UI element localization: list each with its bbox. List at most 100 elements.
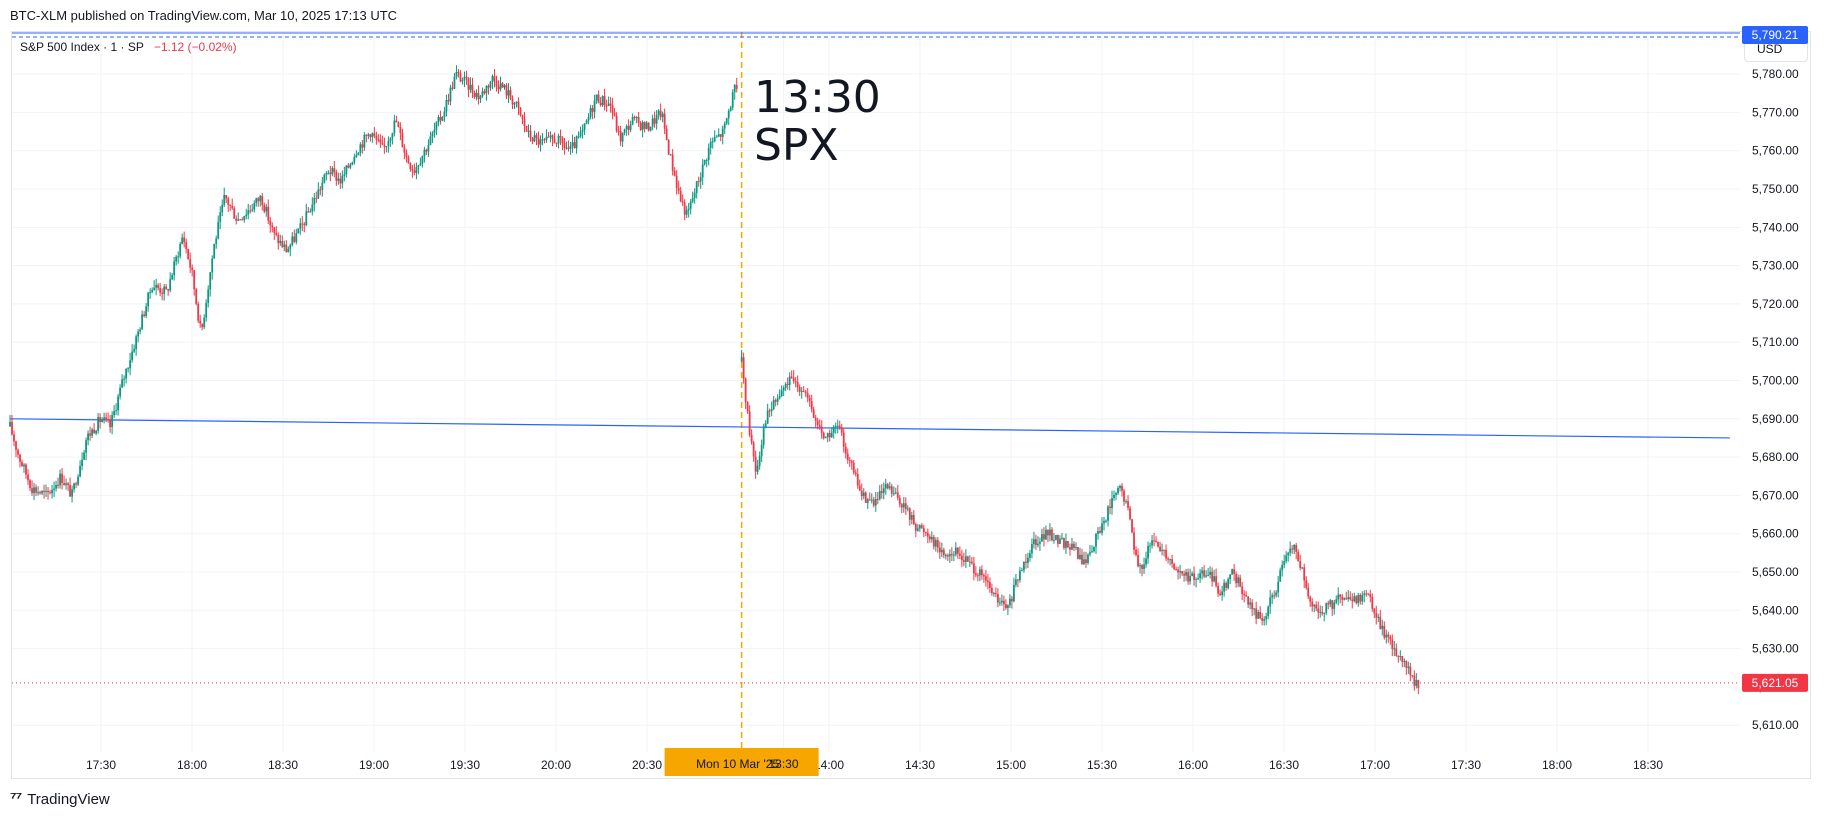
- candle-body: [163, 286, 166, 294]
- candle-body: [435, 122, 438, 130]
- x-tick-label: 19:00: [359, 758, 389, 772]
- candle-body: [964, 556, 967, 562]
- candle-body: [619, 131, 622, 142]
- candle-body: [603, 96, 606, 106]
- candle-body: [1135, 549, 1137, 555]
- candle-body: [289, 244, 292, 249]
- candle-body: [1379, 616, 1382, 629]
- candle-body: [1221, 591, 1224, 596]
- candle-body: [659, 110, 662, 118]
- candle-body: [55, 484, 57, 489]
- candle-body: [1409, 666, 1412, 676]
- candle-body: [495, 80, 498, 87]
- candle-body: [932, 537, 935, 547]
- candle-body: [321, 182, 324, 190]
- candle-body: [271, 225, 274, 228]
- candle-body: [830, 432, 833, 438]
- candle-body: [379, 139, 382, 143]
- candle-body: [1077, 547, 1079, 559]
- candle-body: [1375, 613, 1378, 618]
- candle-body: [233, 208, 236, 219]
- candle-body: [864, 492, 867, 503]
- candle-body: [1391, 639, 1394, 649]
- candle-body: [1223, 582, 1226, 592]
- candle-body: [992, 592, 995, 594]
- candle-body: [471, 84, 474, 93]
- y-tick-label: 5,680.00: [1752, 450, 1799, 464]
- candle-body: [1009, 598, 1011, 606]
- candle-body: [1211, 571, 1214, 582]
- candle-body: [255, 198, 258, 204]
- candle-body: [1069, 547, 1071, 550]
- candle-body: [179, 243, 182, 257]
- candle-body: [661, 113, 664, 118]
- candle-body: [1331, 600, 1334, 609]
- candle-body: [1057, 534, 1059, 544]
- candle-body: [880, 491, 883, 493]
- candle-body: [689, 201, 692, 209]
- candle-body: [361, 144, 364, 148]
- candle-body: [924, 532, 927, 534]
- candle-body: [421, 155, 424, 164]
- candle-body: [105, 417, 107, 420]
- symbol-legend[interactable]: S&P 500 Index · 1 · SP −1.12 (−0.02%): [20, 40, 237, 54]
- symbol-label[interactable]: S&P 500 Index · 1 · SP: [20, 40, 144, 54]
- candle-body: [453, 76, 456, 89]
- candle-body: [715, 136, 718, 138]
- candle-body: [1065, 541, 1067, 548]
- candle-body: [499, 83, 502, 90]
- candle-body: [437, 116, 440, 123]
- candle-body: [547, 136, 550, 138]
- candle-body: [1105, 520, 1107, 522]
- chart-frame: [11, 31, 1811, 779]
- candle-body: [523, 118, 526, 127]
- candle-body: [1055, 534, 1057, 540]
- candle-body: [1033, 539, 1035, 545]
- candle-body: [541, 139, 544, 141]
- tradingview-footer[interactable]: ⁷⁷ TradingView: [10, 790, 110, 808]
- candle-body: [557, 135, 560, 144]
- candle-body: [203, 317, 206, 328]
- candle-body: [990, 587, 993, 594]
- candle-body: [872, 499, 875, 506]
- date-marker-time: 13:30: [768, 757, 798, 771]
- candle-body: [317, 189, 320, 199]
- candle-body: [1309, 596, 1312, 602]
- candle-body: [1063, 537, 1065, 548]
- candle-body: [942, 549, 945, 556]
- candle-body: [331, 168, 334, 175]
- candle-body: [824, 437, 827, 439]
- candle-body: [952, 554, 955, 556]
- y-tick-label: 5,670.00: [1752, 488, 1799, 502]
- candle-body: [844, 446, 847, 454]
- candle-body: [265, 206, 268, 212]
- candle-body: [463, 76, 466, 81]
- candle-body: [1035, 539, 1037, 546]
- candle-body: [1081, 554, 1083, 565]
- candle-body: [261, 195, 264, 206]
- candle-body: [299, 223, 302, 229]
- candle-body: [862, 492, 865, 497]
- candle-body: [95, 430, 97, 434]
- price-label: 5,790.21: [1752, 28, 1799, 42]
- candle-body: [1051, 529, 1053, 541]
- candle-body: [828, 433, 831, 438]
- candle-body: [115, 410, 118, 412]
- candle-body: [1315, 604, 1318, 609]
- candle-body: [812, 409, 815, 418]
- candle-body: [1381, 625, 1384, 629]
- candle-body: [699, 177, 702, 182]
- candle-body: [369, 134, 372, 138]
- candle-body: [792, 377, 795, 382]
- candle-body: [121, 379, 124, 388]
- candle-body: [397, 122, 400, 127]
- candle-body: [772, 400, 775, 410]
- candle-body: [167, 289, 170, 291]
- candle-body: [1401, 656, 1404, 662]
- candle-body: [1025, 561, 1027, 563]
- candle-body: [15, 441, 17, 450]
- candle-body: [679, 190, 682, 202]
- candle-body: [784, 383, 787, 388]
- candle-body: [425, 149, 428, 152]
